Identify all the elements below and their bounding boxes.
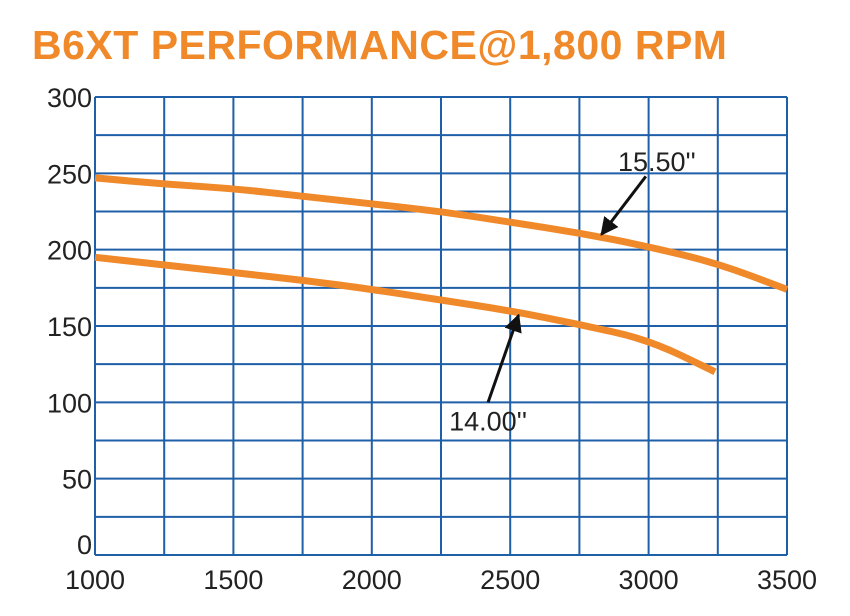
x-tick-label: 3000 bbox=[619, 565, 679, 595]
y-tick-label: 300 bbox=[47, 83, 92, 113]
series-line-1 bbox=[94, 253, 717, 375]
x-tick-label: 2000 bbox=[342, 565, 402, 595]
y-tick-label: 0 bbox=[77, 530, 92, 560]
annotation-arrow-0 bbox=[600, 175, 648, 236]
annotation-label-1: 14.00'' bbox=[449, 407, 527, 437]
x-tick-label: 1000 bbox=[65, 565, 125, 595]
x-tick-label: 3500 bbox=[757, 565, 817, 595]
y-tick-label: 250 bbox=[47, 159, 92, 189]
y-tick-label: 150 bbox=[47, 312, 92, 342]
y-tick-label: 50 bbox=[62, 465, 92, 495]
annotation-label-0: 15.50'' bbox=[618, 147, 696, 177]
annotation-arrow-1 bbox=[486, 313, 522, 403]
y-tick-label: 100 bbox=[47, 388, 92, 418]
chart-title: B6XT PERFORMANCE@1,800 RPM bbox=[32, 22, 728, 68]
series-line-0 bbox=[94, 174, 789, 293]
y-tick-label: 200 bbox=[47, 236, 92, 266]
x-tick-label: 2500 bbox=[480, 565, 540, 595]
x-tick-label: 1500 bbox=[203, 565, 263, 595]
